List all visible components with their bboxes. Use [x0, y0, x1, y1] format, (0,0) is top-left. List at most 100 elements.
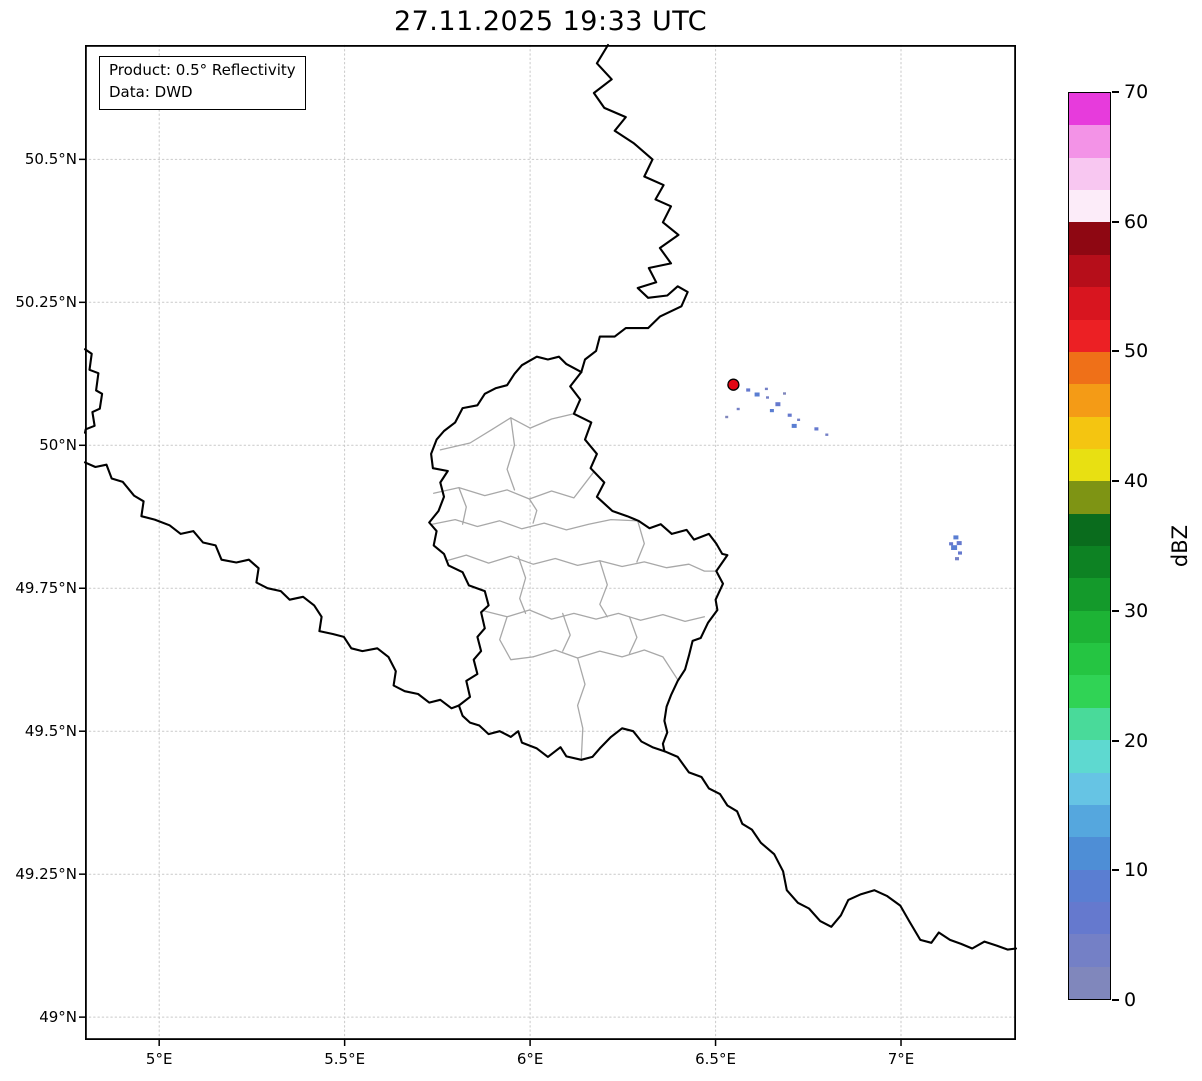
colorbar-tick-label: 60 [1124, 210, 1149, 233]
colorbar-segment [1069, 837, 1110, 870]
radar-echo [725, 415, 729, 419]
colorbar-tick-label: 40 [1124, 470, 1149, 493]
colorbar-segment [1069, 772, 1110, 805]
colorbar-segment [1069, 869, 1110, 902]
radar-echo [955, 557, 959, 561]
radar-echo [787, 413, 792, 417]
radar-echo [814, 427, 819, 431]
y-tick-label: 49.75°N [15, 579, 77, 598]
district-border [445, 554, 717, 572]
colorbar-tick-mark [1112, 480, 1119, 483]
radar-echo [797, 418, 801, 421]
axes-frame [84, 44, 1017, 1041]
radar-echo [783, 392, 786, 395]
country-border-luxembourg-germany [569, 371, 729, 753]
colorbar-segment [1069, 125, 1110, 158]
x-tick-label: 6°E [516, 1050, 544, 1068]
radar-echo [746, 388, 751, 392]
radar-echo [766, 396, 769, 399]
colorbar-tick-label: 30 [1124, 599, 1149, 622]
colorbar-segment [1069, 319, 1110, 352]
info-box-source: Data: DWD [109, 82, 193, 101]
radar-echo [769, 409, 774, 413]
x-tick-label: 7°E [887, 1050, 915, 1068]
district-border [576, 657, 586, 760]
district-border [528, 498, 538, 524]
colorbar-segment [1069, 578, 1110, 611]
info-box: Product: 0.5° Reflectivity Data: DWD [99, 56, 306, 110]
colorbar-segment [1069, 384, 1110, 417]
colorbar-segment [1069, 610, 1110, 644]
district-border [506, 417, 516, 491]
colorbar-segment [1069, 740, 1110, 773]
colorbar-segment [1069, 254, 1110, 288]
x-tick-label: 6.5°E [695, 1050, 736, 1068]
colorbar-segment [1069, 934, 1110, 967]
colorbar-tick-label: 10 [1124, 859, 1149, 882]
colorbar-tick-mark [1112, 350, 1119, 353]
district-border [484, 609, 706, 623]
radar-echo [956, 541, 962, 546]
radar-site-marker [727, 378, 740, 391]
district-border [562, 612, 571, 652]
radar-echo [754, 392, 760, 397]
colorbar [1068, 92, 1111, 1000]
x-tick-label: 5.5°E [324, 1050, 366, 1068]
colorbar-segment [1069, 351, 1110, 385]
colorbar-segment [1069, 546, 1110, 579]
radar-echo [953, 535, 959, 540]
colorbar-segment [1069, 901, 1110, 935]
radar-echo [951, 545, 958, 550]
district-border [431, 518, 639, 531]
radar-echo [949, 542, 954, 546]
country-border-luxembourg-france [457, 704, 666, 761]
colorbar-tick-mark [1112, 739, 1119, 742]
country-border-france-belgium [83, 461, 460, 710]
colorbar-segment [1069, 222, 1110, 255]
colorbar-tick-mark [1112, 91, 1119, 93]
district-border [636, 520, 645, 563]
colorbar-tick-label: 50 [1124, 340, 1149, 363]
radar-echo [791, 423, 797, 428]
colorbar-segment [1069, 93, 1110, 126]
y-tick-label: 50.5°N [24, 150, 77, 169]
colorbar-segment [1069, 804, 1110, 838]
district-border [628, 616, 638, 655]
colorbar-segment [1069, 287, 1110, 320]
colorbar-tick-mark [1112, 220, 1119, 223]
colorbar-segment [1069, 190, 1110, 223]
district-border [433, 472, 594, 500]
x-tick-label: 5°E [145, 1050, 173, 1068]
district-border [517, 555, 527, 615]
colorbar-tick-label: 0 [1124, 989, 1137, 1011]
y-tick-label: 50.25°N [15, 293, 77, 312]
info-box-product: Product: 0.5° Reflectivity [109, 61, 296, 79]
colorbar-segment [1069, 448, 1110, 482]
district-border [532, 649, 679, 681]
district-border [599, 560, 608, 618]
country-border-france-belgium-givet [83, 348, 104, 434]
colorbar-segment [1069, 675, 1110, 708]
radar-echo [825, 433, 829, 436]
colorbar-tick-label: 20 [1124, 729, 1149, 752]
district-border [499, 616, 534, 661]
y-tick-label: 50°N [39, 436, 77, 455]
colorbar-segment [1069, 481, 1110, 514]
map-canvas [79, 43, 1018, 1046]
colorbar-segment [1069, 157, 1110, 191]
country-border-belgium-germany [580, 43, 689, 374]
country-border-luxembourg-belgium [428, 355, 583, 707]
colorbar-segment [1069, 643, 1110, 676]
district-border [458, 486, 467, 525]
colorbar-tick-mark [1112, 999, 1119, 1001]
y-tick-label: 49°N [39, 1008, 77, 1027]
colorbar-segment [1069, 513, 1110, 547]
colorbar-tick-mark [1112, 869, 1119, 872]
colorbar-label: dBZ [1168, 524, 1192, 568]
radar-echo [775, 402, 781, 407]
radar-echo [958, 551, 962, 555]
colorbar-segment [1069, 416, 1110, 449]
y-tick-label: 49.5°N [24, 722, 77, 741]
figure-title: 27.11.2025 19:33 UTC [393, 6, 708, 37]
